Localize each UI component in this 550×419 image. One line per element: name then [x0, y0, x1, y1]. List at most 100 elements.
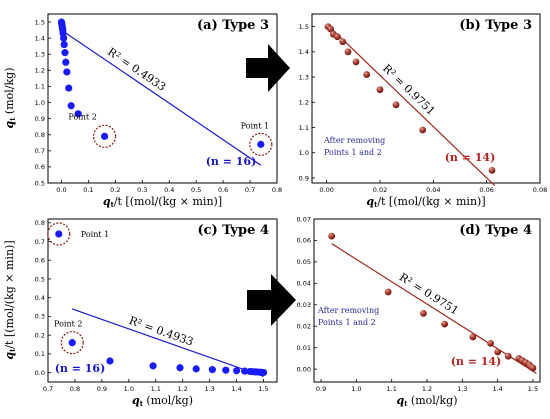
- y-tick-label: 0.8: [35, 219, 45, 227]
- panel-title: (b) Type 3: [459, 18, 532, 33]
- y-tick-label: 1.3: [299, 73, 309, 81]
- data-point: [61, 49, 69, 57]
- data-point: [419, 126, 427, 134]
- x-axis-title: qt (mol/kg): [132, 394, 193, 408]
- x-tick-label: 1.5: [528, 385, 538, 393]
- data-point: [344, 48, 352, 56]
- data-point: [65, 84, 73, 92]
- data-point: [363, 71, 371, 78]
- y-tick-label: 1.3: [35, 51, 45, 59]
- fit-line: [61, 29, 262, 166]
- y-tick-label: 0.0: [35, 369, 45, 377]
- data-point: [420, 309, 427, 317]
- y-tick-label: 0.06: [297, 237, 311, 245]
- data-point: [192, 365, 200, 373]
- x-tick-label: 0.9: [316, 385, 326, 393]
- x-tick-label: 0.7: [245, 186, 255, 194]
- data-point: [106, 357, 114, 365]
- data-point: [149, 362, 157, 370]
- data-point: [504, 352, 512, 360]
- point-label: Point 2: [68, 112, 96, 121]
- annotation-text: After removing: [317, 306, 379, 315]
- data-point: [60, 40, 68, 49]
- panel-c-chart: 0.7 0.8 0.9 1.0 1.1 1.2 1.3 1.4 1.5 0.0 0.1 0.2 0.3 0…: [3, 218, 278, 408]
- x-tick-label: 0.7: [43, 385, 53, 393]
- point-label: Point 2: [54, 320, 82, 329]
- n-count-label: (n = 14): [451, 355, 502, 368]
- x-tick-label: 0.06: [479, 186, 493, 194]
- right-arrow-icon: [247, 274, 296, 326]
- data-point: [384, 288, 392, 296]
- x-axis-title: qt (mol/kg): [396, 394, 457, 408]
- data-point: [232, 367, 241, 375]
- n-count-label: (n = 16): [55, 362, 106, 375]
- x-tick-label: 1.1: [151, 385, 161, 393]
- x-tick-label: 1.5: [258, 385, 268, 393]
- x-tick-label: 0.2: [110, 186, 120, 194]
- point-label: Point 1: [81, 230, 109, 239]
- y-tick-label: 1.5: [299, 23, 309, 31]
- data-point: [222, 366, 230, 374]
- data-point: [488, 166, 496, 174]
- y-tick-label: 0.8: [35, 131, 45, 139]
- data-point: [67, 102, 75, 110]
- annotation-text: After removing: [323, 136, 385, 145]
- data-point: [60, 34, 68, 42]
- y-tick-label: 0.05: [297, 258, 311, 266]
- plot-frame: [47, 218, 278, 383]
- panel-d-chart: 0.9 1.0 1.1 1.2 1.3 1.4 1.5 0.00 0.01 0.02 0.03 0.0…: [297, 215, 541, 408]
- data-point: [328, 232, 336, 240]
- x-tick-label: 0.8: [272, 186, 282, 194]
- r-squared-label: R² = 0.9751: [380, 62, 438, 118]
- x-tick-label: 0.5: [191, 186, 201, 194]
- data-point: [529, 364, 537, 372]
- plot-frame: [311, 13, 541, 184]
- data-point: [241, 367, 249, 375]
- y-tick-label: 0.2: [35, 331, 45, 339]
- y-tick-label: 1.1: [35, 83, 45, 91]
- y-tick-label: 0.3: [35, 313, 45, 321]
- data-point: [62, 58, 70, 66]
- data-point: [55, 230, 63, 238]
- panel-b-chart: 0.00 0.02 0.04 0.06 0.08 0.9 1.0 1.1 1.2 1.3 1.4 1.…: [299, 13, 547, 209]
- x-tick-label: 1.3: [457, 385, 467, 393]
- data-point: [208, 366, 216, 374]
- x-tick-label: 1.3: [204, 385, 214, 393]
- x-tick-label: 0.1: [83, 186, 93, 194]
- data-point: [68, 339, 76, 347]
- y-tick-label: 0.5: [35, 275, 45, 283]
- y-tick-label: 0.01: [297, 344, 311, 352]
- x-tick-label: 1.0: [351, 385, 361, 393]
- annotation-text: Points 1 and 2: [318, 318, 376, 327]
- x-tick-label: 1.0: [124, 385, 134, 393]
- x-tick-label: 0.3: [137, 186, 147, 194]
- right-arrow-icon: [246, 44, 290, 92]
- y-axis-title: qt (mol/kg): [3, 67, 17, 128]
- n-count-label: (n = 16): [206, 155, 257, 168]
- y-tick-label: 0.02: [297, 323, 311, 331]
- y-tick-label: 0.1: [35, 350, 45, 358]
- x-tick-label: 0.0: [56, 186, 66, 194]
- x-axis-title: qt/t [(mol/(kg × min)]: [103, 195, 222, 209]
- highlight-circle: [92, 124, 117, 148]
- x-tick-label: 1.4: [231, 385, 241, 393]
- data-point: [376, 86, 384, 94]
- data-point: [327, 25, 335, 33]
- data-point: [392, 101, 400, 109]
- data-point: [487, 339, 494, 347]
- annotation-text: Points 1 and 2: [324, 148, 382, 157]
- data-point: [257, 140, 265, 148]
- x-tick-label: 1.2: [422, 385, 432, 393]
- y-tick-label: 0.04: [297, 280, 311, 288]
- x-tick-label: 1.1: [387, 385, 397, 393]
- data-point: [259, 368, 268, 377]
- data-point: [339, 38, 347, 46]
- y-tick-label: 1.2: [299, 99, 309, 107]
- x-tick-label: 0.4: [164, 186, 174, 194]
- data-point: [333, 33, 341, 41]
- fit-line: [331, 243, 537, 374]
- panel-title: (d) Type 4: [459, 223, 532, 238]
- y-axis-title: qt/t [(mol/(kg × min)]: [3, 240, 17, 359]
- y-tick-label: 0.5: [35, 179, 45, 187]
